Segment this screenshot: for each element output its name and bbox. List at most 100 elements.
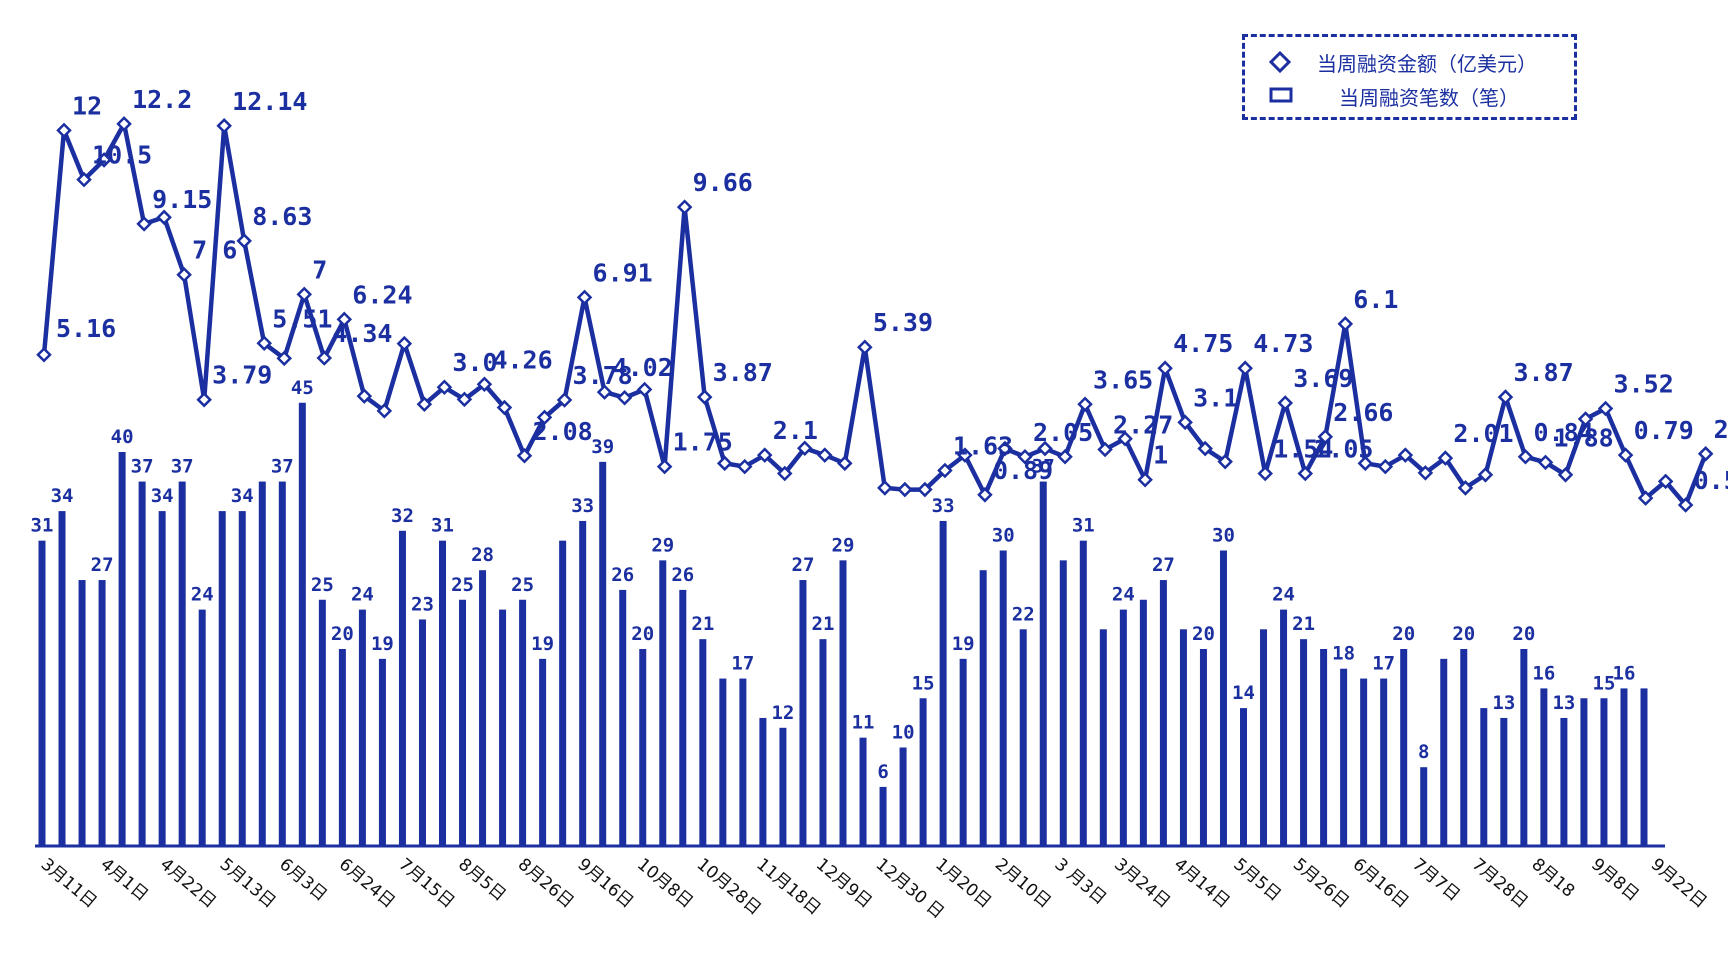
bar — [1400, 649, 1408, 846]
amount-line-markers — [36, 116, 1714, 513]
line-value-label: 3.1 — [1193, 383, 1238, 412]
bar — [1039, 481, 1047, 846]
line-value-label: 12.14 — [232, 87, 307, 116]
bar-value-label: 20 — [1452, 623, 1475, 645]
bar-value-label: 12 — [771, 702, 794, 724]
bar-value-label: 24 — [191, 584, 214, 606]
line-marker — [756, 447, 773, 463]
bar — [679, 589, 687, 846]
bar-value-label: 25 — [451, 574, 474, 596]
bar-value-labels: 31 34 27 40 37 34 37 24 34 37 45 25 20 24 19 32 23 31 25 28… — [31, 377, 1636, 783]
line-marker — [616, 389, 633, 406]
x-tick-label: 5月13日 — [216, 855, 280, 913]
bar — [879, 786, 887, 846]
x-tick-label: 11月18日 — [752, 855, 824, 920]
line-marker — [316, 350, 333, 366]
line-marker — [857, 339, 873, 355]
bar-value-label: 28 — [471, 544, 494, 566]
x-tick-label: 4月22日 — [156, 855, 220, 913]
line-marker — [596, 384, 613, 400]
bar — [1520, 649, 1528, 846]
line-marker — [496, 399, 513, 416]
bar — [1640, 688, 1648, 846]
line-marker — [1677, 497, 1694, 513]
line-value-label: 3.69 — [1293, 364, 1353, 393]
line-marker — [636, 381, 653, 398]
bar — [899, 747, 907, 846]
line-marker — [296, 286, 313, 303]
line-marker — [1257, 465, 1273, 482]
bar-value-label: 34 — [151, 485, 174, 507]
bar-value-label: 29 — [651, 534, 674, 556]
bar-value-label: 20 — [1512, 623, 1535, 645]
bar-value-label: 20 — [331, 623, 354, 645]
line-value-label: 6.91 — [593, 258, 653, 287]
line-marker — [1217, 453, 1233, 470]
bar-value-label: 29 — [832, 534, 855, 556]
line-value-label: 2.27 — [1113, 411, 1173, 440]
bar-value-label: 31 — [31, 515, 54, 537]
bar — [1219, 550, 1227, 846]
bar — [158, 511, 166, 846]
bar-value-label: 17 — [1372, 653, 1395, 675]
bar — [1260, 629, 1268, 846]
line-marker — [216, 118, 232, 134]
line-value-label: 2.05 — [1033, 418, 1093, 447]
bar-value-label: 27 — [1152, 554, 1175, 576]
bar-value-label: 14 — [1232, 682, 1255, 704]
bar-value-label: 10 — [892, 722, 915, 744]
line-marker — [36, 346, 52, 363]
bar-value-label: 27 — [91, 554, 114, 576]
x-tick-label: 6月16日 — [1349, 855, 1413, 913]
bar-value-label: 18 — [1332, 643, 1355, 665]
line-marker — [1597, 400, 1614, 417]
legend-label-count: 当周融资笔数（笔） — [1339, 86, 1519, 110]
bar-value-label: 37 — [1032, 456, 1055, 478]
bar-value-label: 39 — [591, 436, 614, 458]
bar — [178, 481, 186, 846]
bar — [959, 658, 967, 846]
line-marker — [917, 481, 933, 498]
line-value-label: 5.51 — [272, 304, 332, 333]
line-value-label: 1.05 — [1313, 434, 1373, 463]
bar — [1540, 688, 1548, 846]
bar-value-label: 16 — [1613, 662, 1636, 684]
line-value-label: 3.65 — [1093, 365, 1153, 394]
line-value-label: 7.6 — [192, 236, 237, 265]
line-value-label: 4.02 — [613, 353, 673, 382]
line-marker — [1277, 395, 1294, 411]
bar-value-label: 31 — [1072, 515, 1095, 537]
line-marker — [436, 379, 453, 395]
bar-value-label: 30 — [1212, 525, 1235, 547]
line-marker — [56, 122, 72, 139]
x-tick-label: 9月22日 — [1647, 855, 1711, 913]
bar — [779, 727, 787, 846]
line-marker — [676, 199, 693, 215]
line-marker — [136, 216, 152, 232]
line-marker — [937, 462, 953, 479]
legend: 当周融资金额（亿美元） 当周融资笔数（笔） — [1242, 34, 1577, 120]
bar — [999, 550, 1007, 846]
bar — [1340, 668, 1348, 846]
bar-value-label: 34 — [51, 485, 74, 507]
bar-value-label: 11 — [852, 712, 875, 734]
line-marker — [1577, 411, 1594, 427]
bar — [138, 481, 146, 846]
line-marker — [416, 396, 433, 413]
line-value-label: 2.14 — [1714, 415, 1728, 444]
bar — [338, 649, 346, 846]
x-tick-label: 2月10日 — [991, 855, 1055, 913]
bar — [1480, 708, 1488, 846]
bar — [278, 481, 286, 846]
line-marker — [716, 455, 733, 472]
bar — [1099, 629, 1107, 846]
bar-value-label: 6 — [877, 761, 888, 783]
bar — [1600, 698, 1608, 846]
line-marker — [837, 455, 853, 472]
line-value-label: 12 — [72, 91, 102, 120]
bar — [439, 540, 446, 846]
bar-value-label: 21 — [812, 613, 835, 635]
bar — [859, 737, 867, 846]
bar — [58, 511, 66, 846]
bar — [78, 580, 86, 846]
